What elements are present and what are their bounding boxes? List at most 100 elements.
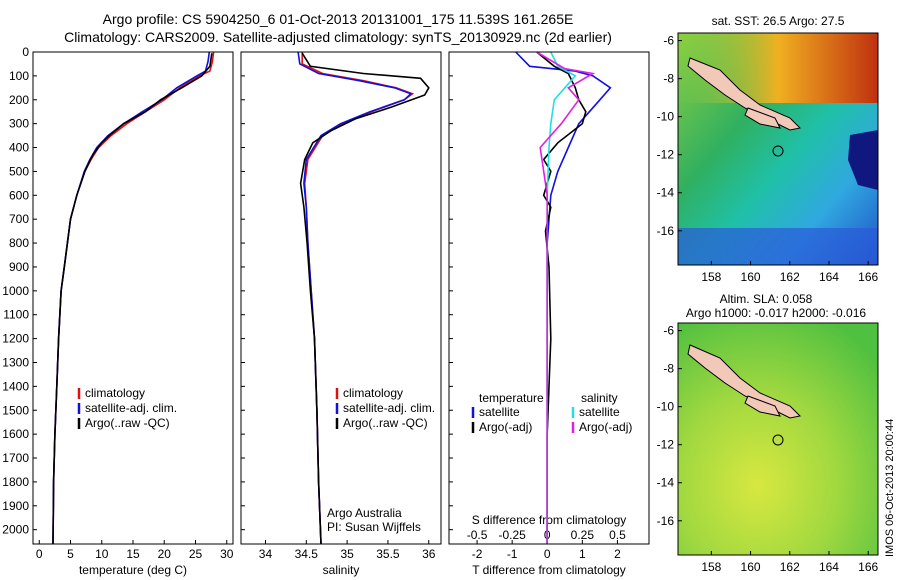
sla-map-argo-marker xyxy=(772,434,784,446)
x-tick-label: -2 xyxy=(472,547,483,561)
x-tick-label: 34 xyxy=(259,547,273,561)
y-tick-label: 0 xyxy=(22,45,29,59)
y-tick-label: 1700 xyxy=(2,451,29,465)
annotation-text: PI: Susan Wijffels xyxy=(327,520,421,534)
series-line-argo---raw--qc- xyxy=(52,53,213,545)
x-tick-label: 20 xyxy=(158,547,172,561)
map-x-tick-label: 160 xyxy=(741,270,761,284)
map-y-tick-label: -8 xyxy=(663,72,674,86)
map-x-tick-label: 164 xyxy=(819,270,839,284)
series-line-argo--adj- xyxy=(536,51,596,544)
map-x-tick-label: 162 xyxy=(780,560,800,574)
x-tick-label: 25 xyxy=(189,547,203,561)
map-y-tick-label: -12 xyxy=(657,438,675,452)
sst-map-argo-marker xyxy=(772,145,784,157)
x-tick-label: 34.5 xyxy=(295,547,319,561)
y-tick-label: 500 xyxy=(9,164,29,178)
map-x-tick-label: 166 xyxy=(858,270,878,284)
legend-label: satellite-adj. clim. xyxy=(85,401,177,415)
imos-timestamp: IMOS 06-Oct-2013 20:00:44 xyxy=(884,419,896,557)
series-line-satellite-adj--clim- xyxy=(297,51,413,545)
y-tick-label: 2000 xyxy=(2,523,29,537)
y-tick-label: 900 xyxy=(9,260,29,274)
map-y-tick-label: -10 xyxy=(657,110,675,124)
x-tick-label: 1 xyxy=(579,547,586,561)
sla-map-title: Altim. SLA: 0.058 xyxy=(720,292,813,306)
y-tick-label: 1500 xyxy=(2,403,29,417)
y-tick-label: 1800 xyxy=(2,475,29,489)
x-axis-label: salinity xyxy=(323,563,360,577)
sst-map-cold-patch xyxy=(848,130,878,190)
map-x-tick-label: 158 xyxy=(701,560,721,574)
y-tick-label: 1400 xyxy=(2,379,29,393)
y-tick-label: 1900 xyxy=(2,499,29,513)
profile-title: Argo profile: CS 5904250_6 01-Oct-2013 2… xyxy=(103,11,574,27)
x-tick-label: 5 xyxy=(67,547,74,561)
series-line-satellite xyxy=(515,51,612,544)
sst-map-title: sat. SST: 26.5 Argo: 27.5 xyxy=(712,14,845,28)
temperature-panel: 0 5 10 15 20 25 30 temperature (deg C) 0 100 200 30… xyxy=(2,45,233,577)
legend-title: salinity xyxy=(581,391,618,405)
map-x-tick-label: 160 xyxy=(741,560,761,574)
series-line-climatology xyxy=(52,51,215,545)
map-x-tick-label: 158 xyxy=(701,270,721,284)
y-tick-label: 100 xyxy=(9,69,29,83)
sla-map-subtitle: Argo h1000: -0.017 h2000: -0.016 xyxy=(686,306,866,320)
map-y-tick-label: -14 xyxy=(657,186,675,200)
map-y-tick-label: -10 xyxy=(657,400,675,414)
x-tick-label: 30 xyxy=(220,547,234,561)
map-x-tick-label: 166 xyxy=(858,560,878,574)
x-tick-label: 36 xyxy=(422,547,436,561)
y-tick-label: 300 xyxy=(9,117,29,131)
map-y-tick-label: -6 xyxy=(663,34,674,48)
y-tick-label: 400 xyxy=(9,141,29,155)
x-axis-label: temperature (deg C) xyxy=(79,563,187,577)
legend-label: Argo(..raw -QC) xyxy=(85,416,170,430)
difference-panel: -2 -1 0 1 2 T difference from climatology S di… xyxy=(448,51,650,577)
y-tick-label: 800 xyxy=(9,236,29,250)
x-tick-label: 0 xyxy=(544,547,551,561)
sla-map-land xyxy=(687,344,802,419)
x-tick-label: 0 xyxy=(36,547,43,561)
top-axis-label: S difference from climatology xyxy=(472,513,627,527)
series-line-argo--adj- xyxy=(536,51,587,544)
map-y-tick-label: -14 xyxy=(657,476,675,490)
sst-map-island xyxy=(744,107,781,129)
x-tick-label: 35.5 xyxy=(376,547,400,561)
y-tick-label: 1600 xyxy=(2,427,29,441)
map-y-tick-label: -16 xyxy=(657,224,675,238)
plot-frame xyxy=(240,51,442,545)
top-tick-label: 0.25 xyxy=(571,528,595,542)
sst-map-frame xyxy=(677,32,879,266)
legend-label: satellite xyxy=(579,405,620,419)
y-tick-label: 700 xyxy=(9,212,29,226)
sla-map-frame xyxy=(677,322,879,556)
y-tick-label: 1000 xyxy=(2,284,29,298)
top-tick-label: -0.25 xyxy=(498,528,526,542)
map-y-tick-label: -8 xyxy=(663,362,674,376)
salinity-panel: 34 34.5 35 35.5 36 salinity climatologysatelli… xyxy=(240,51,442,577)
legend-label: Argo(-adj) xyxy=(579,420,632,434)
y-tick-label: 1200 xyxy=(2,332,29,346)
map-y-tick-label: -16 xyxy=(657,514,675,528)
sst-map-land xyxy=(687,57,802,131)
series-line-satellite-adj--clim- xyxy=(52,51,211,545)
x-tick-label: 2 xyxy=(614,547,621,561)
legend-label: satellite-adj. clim. xyxy=(343,401,435,415)
y-tick-label: 600 xyxy=(9,188,29,202)
plot-frame xyxy=(448,51,650,545)
top-tick-label: 0.5 xyxy=(609,528,626,542)
sst-map-cool-band xyxy=(678,228,878,265)
legend-label: Argo(..raw -QC) xyxy=(343,416,428,430)
legend-title: temperature xyxy=(479,391,544,405)
map-y-tick-label: -12 xyxy=(657,148,675,162)
map-y-tick-label: -6 xyxy=(663,324,674,338)
y-tick-label: 1300 xyxy=(2,355,29,369)
x-axis-label: T difference from climatology xyxy=(472,563,626,577)
series-line-satellite xyxy=(546,51,577,544)
sla-map-island xyxy=(744,395,781,417)
legend-label: Argo(-adj) xyxy=(479,420,532,434)
sla-map: Altim. SLA: 0.058 Argo h1000: -0.017 h20… xyxy=(657,292,879,574)
x-tick-label: 15 xyxy=(126,547,140,561)
